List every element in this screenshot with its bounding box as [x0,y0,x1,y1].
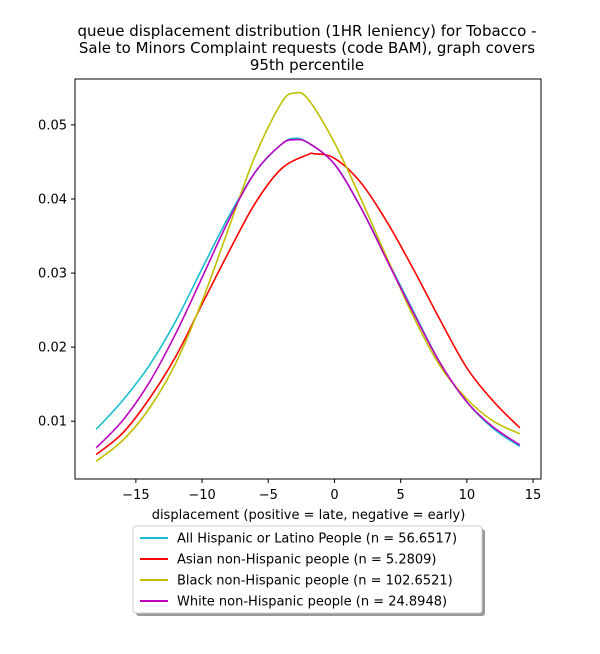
legend-label: All Hispanic or Latino People (n = 56.65… [177,532,457,547]
legend-label: Black non-Hispanic people (n = 102.6521) [177,574,453,589]
chart-title-line: Sale to Minors Complaint requests (code … [79,39,535,57]
y-tick-label: 0.03 [38,267,67,282]
y-axis: 0.01 0.02 0.03 0.04 0.05 [38,118,75,430]
legend-label: Asian non-Hispanic people (n = 5.2809) [177,553,436,568]
x-tick-label: 15 [525,488,542,503]
legend-label: White non-Hispanic people (n = 24.8948) [177,595,447,610]
chart-title-line: queue displacement distribution (1HR len… [77,22,536,40]
plot-frame [74,78,542,480]
series-line-1 [95,152,521,456]
x-tick-label: −5 [259,488,278,503]
x-axis: −15 −10 −5 0 5 10 15 [122,479,541,503]
y-tick-label: 0.04 [38,193,67,208]
y-tick-label: 0.02 [38,341,67,356]
x-tick-label: −10 [188,488,215,503]
series-line-0 [95,137,521,448]
y-tick-label: 0.05 [38,118,67,133]
chart-title: queue displacement distribution (1HR len… [77,22,536,74]
legend: All Hispanic or Latino People (n = 56.65… [132,525,485,616]
x-tick-label: 10 [459,488,476,503]
chart-title-line: 95th percentile [250,56,364,74]
series-line-2 [95,91,521,462]
x-tick-label: 0 [330,488,338,503]
x-axis-label: displacement (positive = late, negative … [152,508,466,523]
legend-box [132,525,483,614]
plot-lines [95,91,521,462]
x-tick-label: −15 [122,488,149,503]
y-tick-label: 0.01 [38,415,67,430]
x-tick-label: 5 [397,488,405,503]
series-line-3 [95,138,521,449]
